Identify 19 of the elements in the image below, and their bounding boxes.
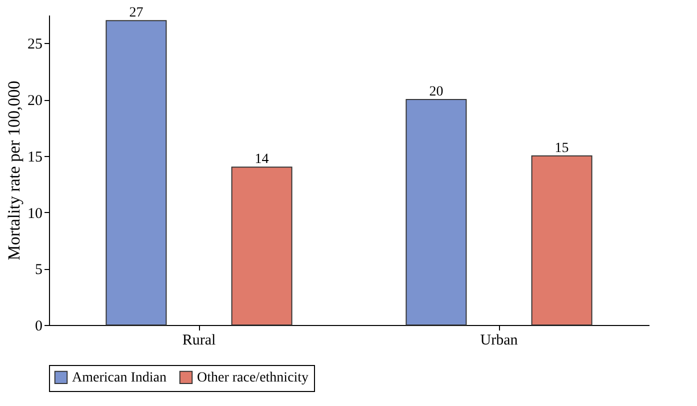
x-tick-label: Rural — [182, 332, 216, 348]
data-label: 15 — [554, 140, 569, 156]
bar — [106, 20, 167, 326]
legend-label: Other race/ethnicity — [197, 370, 309, 386]
y-tick-label: 10 — [28, 206, 42, 222]
y-tick-label: 20 — [28, 93, 42, 110]
bar — [231, 166, 292, 326]
y-tick-label: 5 — [35, 262, 42, 278]
y-tick-label: 15 — [28, 149, 42, 166]
legend-label: American Indian — [72, 370, 166, 386]
data-label: 27 — [129, 6, 144, 21]
data-label: 14 — [254, 152, 269, 168]
bar — [406, 99, 467, 326]
bar — [531, 155, 592, 326]
y-tick-label: 0 — [35, 318, 42, 334]
y-axis-title: Mortality rate per 100,000 — [4, 80, 24, 260]
x-tick-label: Urban — [480, 332, 518, 348]
y-tick-label: 25 — [28, 36, 42, 53]
data-label: 20 — [429, 84, 444, 100]
